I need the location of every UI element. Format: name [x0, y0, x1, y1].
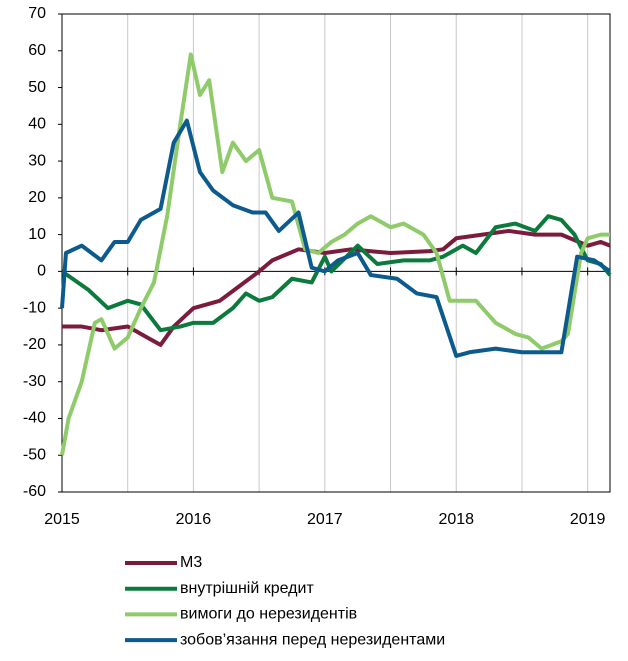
x-tick-label: 2018	[438, 511, 474, 528]
y-tick-label: -40	[23, 410, 46, 427]
y-tick-label: -20	[23, 336, 46, 353]
legend-label: внутрішній кредит	[180, 580, 314, 597]
y-tick-label: 50	[28, 79, 46, 96]
series-line	[62, 228, 611, 347]
x-tick-label: 2016	[176, 511, 212, 528]
legend-label: зобов’язання перед нерезидентами	[180, 631, 445, 648]
x-tick-label: 2019	[570, 511, 606, 528]
y-tick-label: 10	[28, 226, 46, 243]
series-line	[60, 52, 610, 456]
series-line	[60, 214, 612, 333]
y-tick-label: 30	[28, 152, 46, 169]
y-tick-label: -50	[23, 446, 46, 463]
x-tick-label: 2017	[307, 511, 343, 528]
y-tick-label: 40	[28, 116, 46, 133]
y-tick-label: 60	[28, 42, 46, 59]
y-tick-label: -10	[23, 299, 46, 316]
y-tick-label: 20	[28, 189, 46, 206]
plot-frame	[61, 13, 611, 493]
y-tick-label: 0	[37, 263, 46, 280]
y-tick-label: 70	[28, 5, 46, 22]
legend-label: M3	[180, 554, 202, 571]
y-tick-label: -30	[23, 373, 46, 390]
x-tick-label: 2015	[44, 511, 80, 528]
legend-label: вимоги до нерезидентів	[180, 606, 357, 623]
series-line	[60, 118, 612, 358]
y-tick-label: -60	[23, 483, 46, 500]
